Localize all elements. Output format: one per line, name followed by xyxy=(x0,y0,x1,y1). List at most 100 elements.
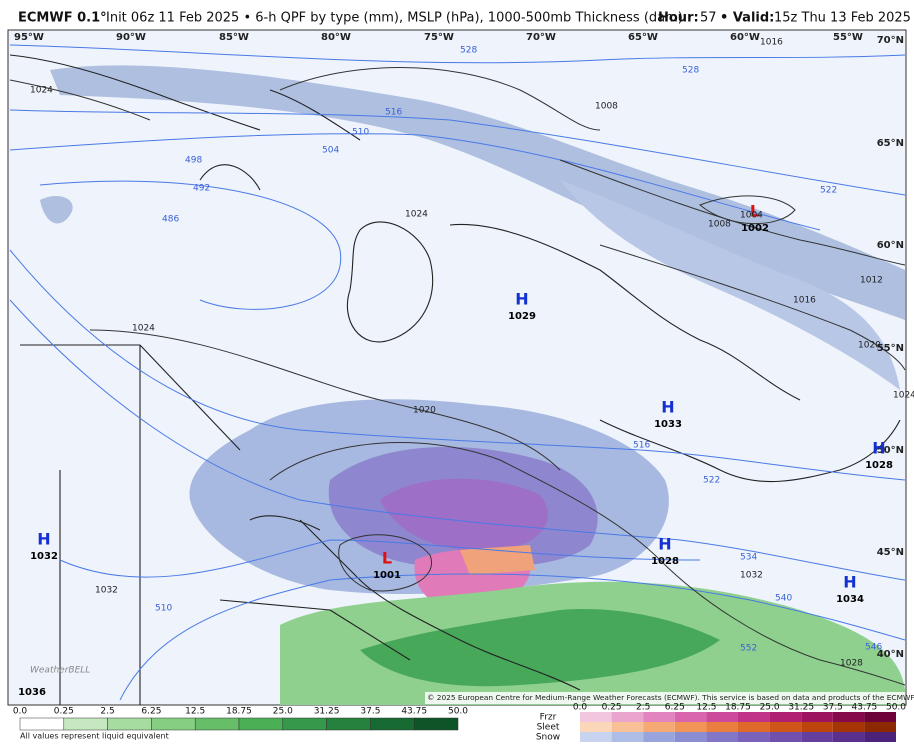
type-tick-label: 18.75 xyxy=(725,703,751,713)
isobar-label: 1032 xyxy=(95,586,118,596)
description: Init 06z 11 Feb 2025 • 6-h QPF by type (… xyxy=(106,11,683,26)
hour: 57 xyxy=(700,11,717,26)
thickness-label: 516 xyxy=(385,108,402,118)
type-swatch xyxy=(864,712,896,722)
rain-legend: 0.0 0.25 2.5 6.25 12.5 18.75 25.0 31.25 37.5 43.7… xyxy=(13,707,468,731)
heavy-rain-area xyxy=(360,609,720,687)
pressure-centers: L 1002 H 1029 H 1033 H 1028 H 1032 L 1001 H 1028 H 1034 xyxy=(30,202,893,606)
isobar-label: 1020 xyxy=(858,341,881,351)
type-tick-label: 50.0 xyxy=(886,703,906,713)
type-swatch xyxy=(674,732,707,742)
logo: WeatherBELL xyxy=(30,666,90,676)
type-swatch xyxy=(769,712,802,722)
hour-label: Hour: xyxy=(658,11,699,26)
legend-tick-label: 0.25 xyxy=(54,707,74,717)
type-swatch xyxy=(580,712,612,722)
type-swatch xyxy=(864,722,896,732)
legend-swatch xyxy=(413,717,459,731)
lon-label: 65°W xyxy=(628,32,658,43)
isobar-labels: 1024 1016 1008 1024 1008 1004 1012 1016 1020 1024… xyxy=(30,38,914,669)
isobar-label: 1016 xyxy=(760,38,783,48)
lon-label: 75°W xyxy=(424,32,454,43)
map xyxy=(7,29,907,706)
legend-swatch xyxy=(370,717,415,731)
lon-label: 90°W xyxy=(116,32,146,43)
type-swatch xyxy=(706,712,738,722)
center-symbol: H xyxy=(658,535,671,554)
latitude-labels: 70°N 65°N 60°N 55°N 50°N 45°N 40°N xyxy=(877,35,904,660)
center-symbol: L xyxy=(382,549,392,568)
thickness-label: 504 xyxy=(322,146,339,156)
type-swatch xyxy=(738,722,770,732)
center-value: 1033 xyxy=(654,419,682,430)
longitude-labels: 95°W 90°W 85°W 80°W 75°W 70°W 65°W 60°W … xyxy=(14,32,863,43)
center-symbol: H xyxy=(872,439,885,458)
lon-label: 95°W xyxy=(14,32,44,43)
sleet-area xyxy=(460,545,535,575)
type-tick-label: 12.5 xyxy=(696,703,716,713)
type-swatch xyxy=(769,722,802,732)
isobar-label: 1008 xyxy=(595,102,618,112)
lat-label: 45°N xyxy=(877,547,904,558)
thickness-labels: 528 528 516 510 504 498 492 486 522 516 522 534 540 5… xyxy=(155,46,882,654)
type-tick-label: 43.75 xyxy=(852,703,878,713)
legend-tick-label: 2.5 xyxy=(100,707,114,717)
legend-tick-label: 50.0 xyxy=(448,707,468,717)
center-symbol: H xyxy=(661,398,674,417)
type-swatch xyxy=(801,722,833,732)
type-swatch xyxy=(580,732,612,742)
legend-tick-label: 31.25 xyxy=(314,707,340,717)
thickness-label: 534 xyxy=(740,553,757,563)
type-label: Frzr xyxy=(540,713,557,723)
type-label: Snow xyxy=(536,733,560,743)
legend-note: All values represent liquid equivalent xyxy=(20,732,169,741)
type-swatch xyxy=(832,732,865,742)
lat-label: 55°N xyxy=(877,343,904,354)
thickness-label: 528 xyxy=(682,66,699,76)
legend-tick-label: 0.0 xyxy=(13,707,28,717)
isobar-label: 1024 xyxy=(405,210,428,220)
type-swatch xyxy=(643,712,675,722)
type-tick-label: 25.0 xyxy=(760,703,780,713)
snow-band xyxy=(50,65,905,321)
type-swatch xyxy=(611,712,644,722)
model-name: ECMWF 0.1° xyxy=(18,11,107,26)
type-swatch xyxy=(864,732,896,742)
legend-swatch xyxy=(326,717,371,731)
center-symbol: H xyxy=(515,290,528,309)
isobar-label: 1008 xyxy=(708,220,731,230)
type-swatch xyxy=(738,732,770,742)
isobar-label: 1016 xyxy=(793,296,816,306)
thickness-label: 522 xyxy=(703,476,720,486)
type-tick-label: 37.5 xyxy=(823,703,843,713)
legend-swatch xyxy=(238,717,284,731)
isobar-label: 1024 xyxy=(30,86,53,96)
lat-label: 50°N xyxy=(877,445,904,456)
thickness-label: 552 xyxy=(740,644,757,654)
legend-tick-label: 12.5 xyxy=(185,707,205,717)
type-label: Sleet xyxy=(537,723,560,733)
type-swatch xyxy=(832,722,865,732)
legend-tick-label: 25.0 xyxy=(273,707,293,717)
isobar-label: 1032 xyxy=(740,571,763,581)
thickness-label: 510 xyxy=(155,604,172,614)
lat-label: 65°N xyxy=(877,138,904,149)
copyright: © 2025 European Centre for Medium-Range … xyxy=(427,693,914,702)
type-swatch xyxy=(801,732,833,742)
thickness-label: 522 xyxy=(820,186,837,196)
lat-label: 40°N xyxy=(877,649,904,660)
valid-time: 15z Thu 13 Feb 2025 xyxy=(774,11,911,26)
center-symbol: L xyxy=(750,202,760,221)
border xyxy=(20,344,411,705)
coastline xyxy=(9,54,901,691)
thickness-label: 540 xyxy=(775,594,792,604)
type-tick-label: 6.25 xyxy=(665,703,685,713)
copyright-bg xyxy=(425,692,905,704)
type-swatch xyxy=(706,722,738,732)
type-swatch xyxy=(801,712,833,722)
type-swatch xyxy=(738,712,770,722)
thickness-label: 546 xyxy=(865,643,882,653)
snow-patch xyxy=(560,180,900,390)
